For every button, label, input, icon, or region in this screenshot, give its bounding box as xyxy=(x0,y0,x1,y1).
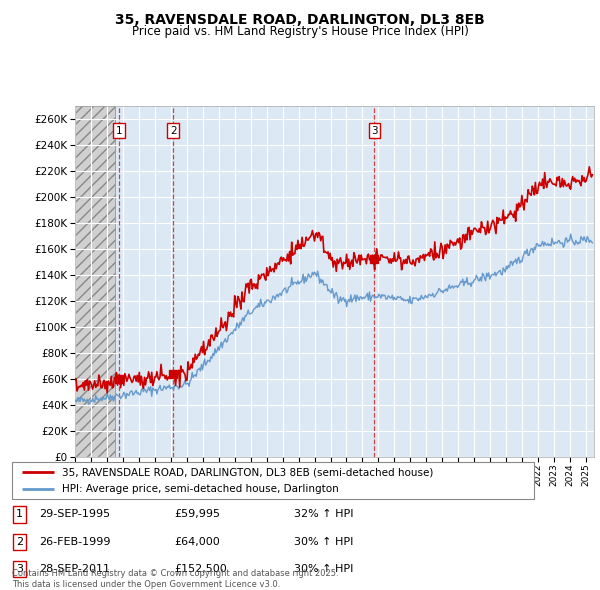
Text: £59,995: £59,995 xyxy=(174,510,220,519)
Text: 3: 3 xyxy=(371,126,378,136)
Text: 1: 1 xyxy=(116,126,122,136)
FancyBboxPatch shape xyxy=(12,462,534,499)
Text: £152,500: £152,500 xyxy=(174,564,227,573)
Text: Price paid vs. HM Land Registry's House Price Index (HPI): Price paid vs. HM Land Registry's House … xyxy=(131,25,469,38)
Bar xyxy=(75,106,115,457)
Text: 30% ↑ HPI: 30% ↑ HPI xyxy=(294,564,353,573)
Text: 35, RAVENSDALE ROAD, DARLINGTON, DL3 8EB: 35, RAVENSDALE ROAD, DARLINGTON, DL3 8EB xyxy=(115,13,485,27)
Text: 2: 2 xyxy=(16,537,23,546)
Text: 29-SEP-1995: 29-SEP-1995 xyxy=(39,510,110,519)
Text: £64,000: £64,000 xyxy=(174,537,220,546)
Text: 35, RAVENSDALE ROAD, DARLINGTON, DL3 8EB (semi-detached house): 35, RAVENSDALE ROAD, DARLINGTON, DL3 8EB… xyxy=(62,467,433,477)
Text: Contains HM Land Registry data © Crown copyright and database right 2025.
This d: Contains HM Land Registry data © Crown c… xyxy=(12,569,338,589)
Text: 26-FEB-1999: 26-FEB-1999 xyxy=(39,537,110,546)
Text: 32% ↑ HPI: 32% ↑ HPI xyxy=(294,510,353,519)
Text: 30% ↑ HPI: 30% ↑ HPI xyxy=(294,537,353,546)
Text: 2: 2 xyxy=(170,126,176,136)
Text: HPI: Average price, semi-detached house, Darlington: HPI: Average price, semi-detached house,… xyxy=(62,484,338,494)
Text: 28-SEP-2011: 28-SEP-2011 xyxy=(39,564,110,573)
Text: 3: 3 xyxy=(16,564,23,573)
Text: 1: 1 xyxy=(16,510,23,519)
